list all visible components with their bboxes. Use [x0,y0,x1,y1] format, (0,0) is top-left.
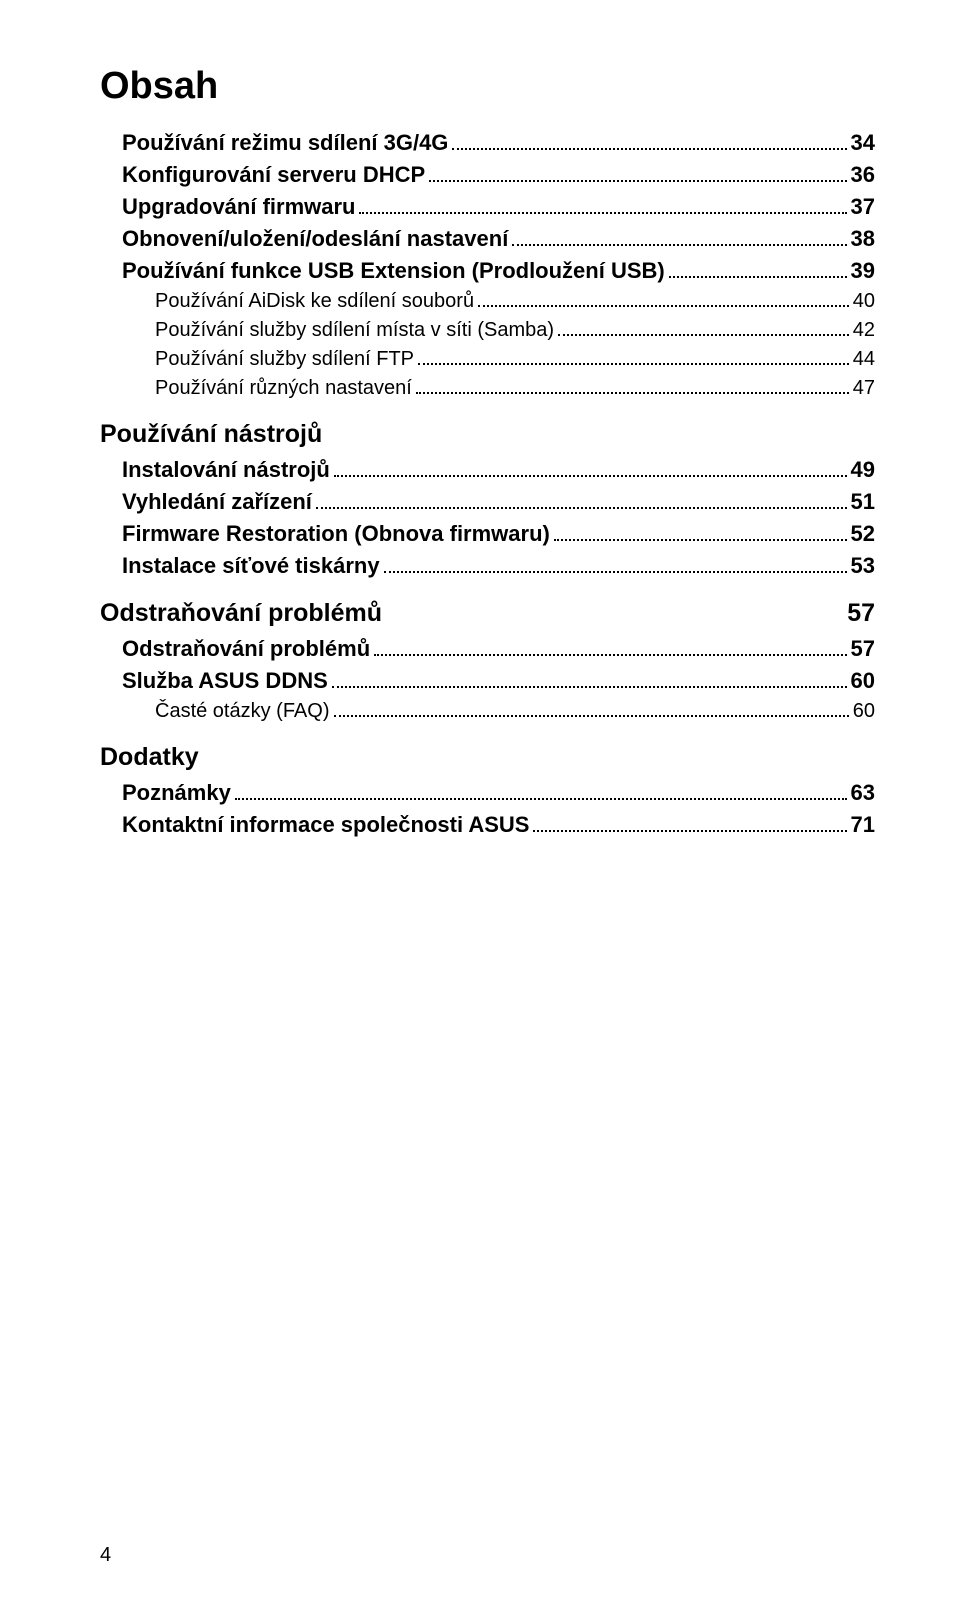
toc-label: Používání služby sdílení místa v síti (S… [155,319,554,342]
toc-entry: Kontaktní informace společnosti ASUS 71 [100,812,875,838]
toc-entry: Poznámky 63 [100,780,875,806]
toc-leader-dots [533,830,846,832]
page-number: 4 [100,1544,111,1567]
toc-page: 37 [851,194,875,220]
toc-leader-dots [429,180,846,182]
toc-entry: Používání funkce USB Extension (Prodlouž… [100,258,875,284]
toc-page: 40 [853,290,875,313]
toc-leader-dots [334,475,847,477]
toc-label: Instalování nástrojů [122,457,330,483]
toc-entry: Časté otázky (FAQ) 60 [100,700,875,723]
toc-entry: Odstraňování problémů 57 [100,636,875,662]
toc-entry: Používání AiDisk ke sdílení souborů 40 [100,290,875,313]
toc-entry: Upgradování firmwaru 37 [100,194,875,220]
toc-leader-dots [316,507,847,509]
toc-entry: Instalace síťové tiskárny 53 [100,553,875,579]
toc-label: Časté otázky (FAQ) [155,700,330,723]
toc-label: Konfigurování serveru DHCP [122,162,425,188]
toc-label: Kontaktní informace společnosti ASUS [122,812,529,838]
toc-page: 60 [853,700,875,723]
toc-label: Používání nástrojů [100,420,322,449]
toc-page: 60 [851,668,875,694]
toc-label: Používání služby sdílení FTP [155,348,414,371]
toc-entry: Služba ASUS DDNS 60 [100,668,875,694]
toc-label: Odstraňování problémů [122,636,370,662]
toc-label: Upgradování firmwaru [122,194,355,220]
toc-page: 63 [851,780,875,806]
page-title: Obsah [100,65,875,108]
toc-entry: Obnovení/uložení/odeslání nastavení 38 [100,226,875,252]
toc-page: 44 [853,348,875,371]
toc-leader-dots [384,571,847,573]
toc-page: 51 [851,489,875,515]
toc-label: Dodatky [100,743,199,772]
toc-leader-dots [235,798,847,800]
toc-entry: Instalování nástrojů 49 [100,457,875,483]
toc-leader-dots [452,148,846,150]
toc-label: Používání režimu sdílení 3G/4G [122,130,448,156]
toc-page: 38 [851,226,875,252]
toc-leader-dots [416,392,849,394]
toc-entry: Vyhledání zařízení 51 [100,489,875,515]
toc-page: 36 [851,162,875,188]
toc-entry: Používání nástrojů [100,420,875,449]
toc-entry: Odstraňování problémů 57 [100,599,875,628]
toc-entry: Dodatky [100,743,875,772]
toc-label: Používání AiDisk ke sdílení souborů [155,290,474,313]
toc-page: 53 [851,553,875,579]
toc-leader-dots [669,276,847,278]
toc-label: Poznámky [122,780,231,806]
toc-label: Obnovení/uložení/odeslání nastavení [122,226,508,252]
toc-entry: Používání různých nastavení 47 [100,377,875,400]
toc-label: Služba ASUS DDNS [122,668,328,694]
toc-label: Odstraňování problémů [100,599,382,628]
toc-leader-dots [554,539,847,541]
toc-leader-dots [558,334,849,336]
toc-leader-dots [418,363,849,365]
toc-entry: Konfigurování serveru DHCP 36 [100,162,875,188]
toc-label: Firmware Restoration (Obnova firmwaru) [122,521,550,547]
toc-page: 42 [853,319,875,342]
toc-leader-dots [332,686,847,688]
toc-leader-dots [478,305,849,307]
toc-page: 34 [851,130,875,156]
toc-leader-dots [334,715,849,717]
toc-leader-dots [374,654,846,656]
toc-page: 47 [853,377,875,400]
toc-entry: Používání služby sdílení FTP 44 [100,348,875,371]
toc-label: Vyhledání zařízení [122,489,312,515]
toc-page: 57 [847,599,875,628]
toc-leader-dots [359,212,846,214]
toc-page: 57 [851,636,875,662]
toc-label: Používání různých nastavení [155,377,412,400]
toc-page: 52 [851,521,875,547]
toc-page: 71 [851,812,875,838]
toc-page: 49 [851,457,875,483]
toc-label: Používání funkce USB Extension (Prodlouž… [122,258,665,284]
toc-entry: Používání režimu sdílení 3G/4G 34 [100,130,875,156]
toc-entry: Firmware Restoration (Obnova firmwaru) 5… [100,521,875,547]
table-of-contents: Používání režimu sdílení 3G/4G 34 Konfigu… [100,130,875,838]
toc-page: 39 [851,258,875,284]
toc-label: Instalace síťové tiskárny [122,553,380,579]
toc-leader-dots [512,244,846,246]
toc-entry: Používání služby sdílení místa v síti (S… [100,319,875,342]
